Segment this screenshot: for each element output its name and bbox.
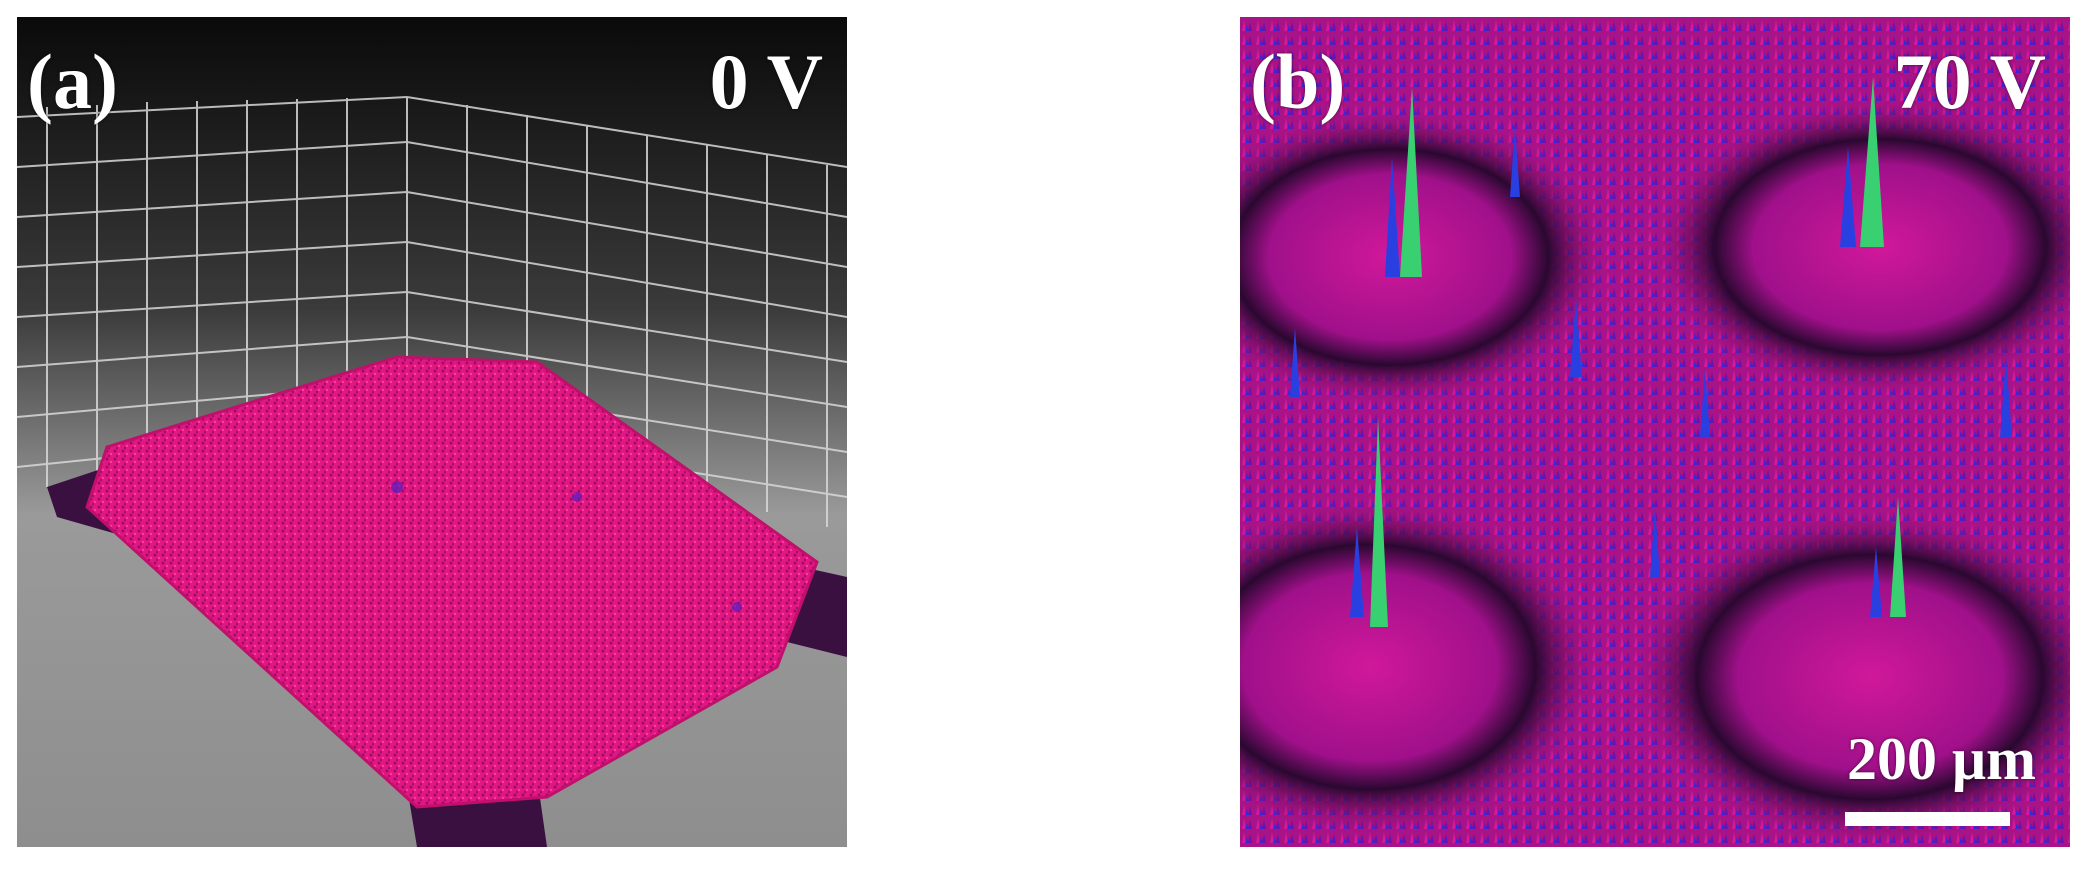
scale-bar-label: 200 μm — [1847, 726, 2036, 792]
circle-feature — [1240, 497, 1600, 837]
panel-a-0v: (a) 0 V — [17, 17, 847, 847]
voltage-label-b: 70 V — [1893, 38, 2046, 125]
flat-surface — [85, 355, 819, 809]
voltage-label-a: 0 V — [709, 38, 823, 125]
panel-b-70v: (b) 70 V 200 μm — [1240, 17, 2070, 847]
surface-spikes — [1290, 77, 2012, 627]
panel-label-b: (b) — [1250, 38, 1346, 125]
patterned-surface-render — [1240, 17, 2070, 847]
grid-walls — [17, 96, 847, 527]
scale-bar — [1845, 812, 2010, 826]
flat-surface-render — [17, 17, 847, 847]
panel-label-a: (a) — [27, 38, 118, 125]
circle-feature — [1630, 507, 2070, 847]
